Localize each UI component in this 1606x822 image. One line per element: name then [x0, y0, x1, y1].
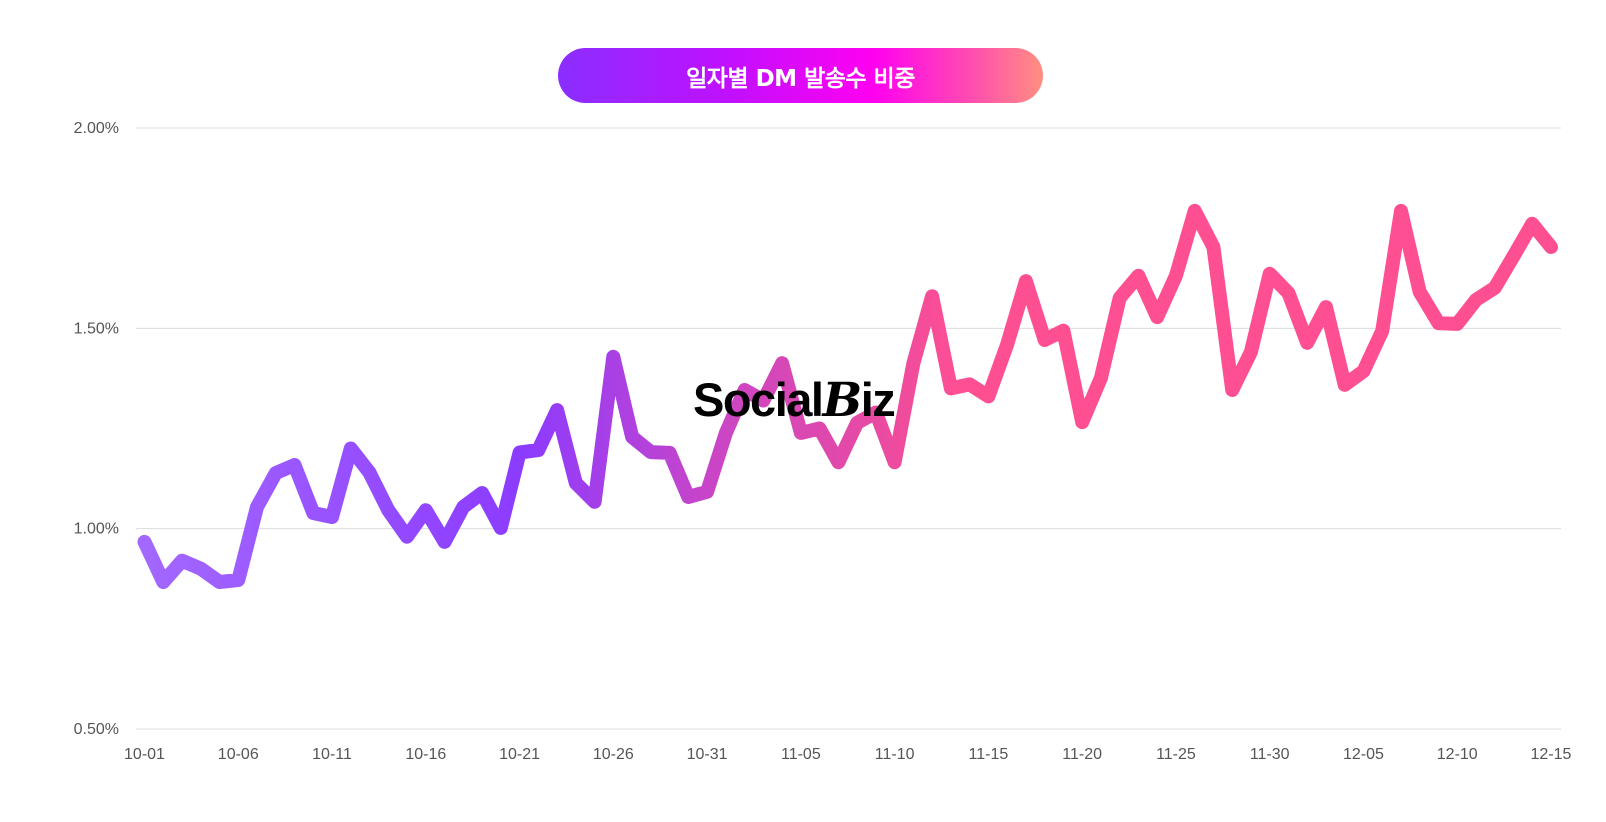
x-tick-label: 10-11: [312, 746, 352, 763]
x-tick-label: 10-26: [593, 746, 634, 763]
y-tick-label: 2.00%: [74, 120, 119, 137]
gridlines: [136, 127, 1561, 730]
series-line: [137, 203, 1558, 589]
x-tick-label: 11-20: [1062, 746, 1102, 763]
x-axis: 10-01 10-06 10-11 10-16 10-21 10-26 10-31 11-05…: [124, 746, 1572, 763]
series: [137, 203, 1558, 589]
x-tick-label: 10-16: [405, 746, 446, 763]
x-tick-label: 10-21: [499, 746, 540, 763]
x-tick-label: 12-10: [1437, 746, 1478, 763]
x-tick-label: 12-15: [1531, 746, 1572, 763]
y-tick-label: 1.50%: [74, 320, 119, 337]
x-tick-label: 11-05: [781, 746, 821, 763]
y-axis: 0.50% 1.00% 1.50% 2.00%: [74, 120, 119, 738]
socialbiz-watermark-logo: SocialBiz: [693, 373, 896, 428]
x-tick-label: 10-01: [124, 746, 165, 763]
x-tick-label: 11-15: [969, 746, 1009, 763]
y-tick-label: 1.00%: [74, 521, 119, 538]
chart-title: 일자별 DM 발송수 비중: [686, 65, 915, 92]
chart-title-pill: 일자별 DM 발송수 비중: [558, 48, 1043, 103]
y-tick-label: 0.50%: [74, 721, 119, 738]
x-tick-label: 10-06: [218, 746, 259, 763]
x-tick-label: 10-31: [687, 746, 728, 763]
x-tick-label: 12-05: [1343, 746, 1384, 763]
x-tick-label: 11-10: [875, 746, 915, 763]
x-tick-label: 11-25: [1156, 746, 1196, 763]
x-tick-label: 11-30: [1250, 746, 1290, 763]
